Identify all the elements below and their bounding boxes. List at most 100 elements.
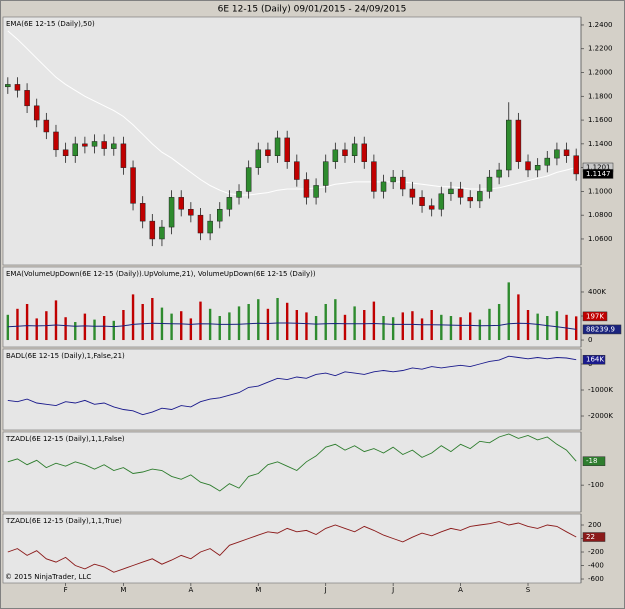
candle-body <box>188 208 194 216</box>
value-badge-label: -18 <box>586 457 597 465</box>
candle-body <box>168 197 175 228</box>
volume-bar <box>574 316 578 341</box>
volume-bar <box>131 294 135 341</box>
volume-bar <box>526 310 530 341</box>
volume-bar <box>565 314 568 341</box>
candle-body <box>322 161 329 186</box>
candle-body <box>14 84 21 91</box>
volume-bar <box>314 316 318 341</box>
panel-background <box>2 431 582 513</box>
volume-bar <box>35 318 38 341</box>
candle-body <box>72 143 78 156</box>
indicator-line <box>7 521 577 573</box>
candle-body <box>428 205 435 210</box>
candle-body <box>33 105 40 121</box>
volume-bar <box>122 310 125 341</box>
volume-bar <box>16 308 19 341</box>
value-badge-label: 164K <box>586 356 604 364</box>
y-tick-label: 1.1400 <box>588 140 613 148</box>
value-badge <box>582 532 606 542</box>
value-badge-label: 197K <box>586 312 604 320</box>
volume-bar <box>276 297 279 341</box>
candle-body <box>149 220 156 240</box>
panel-label: TZADL(6E 12-15 (Daily),1,1,False) <box>5 435 125 443</box>
panel-background <box>2 513 582 584</box>
x-tick-label: A <box>188 586 193 594</box>
volume-bar <box>112 320 115 341</box>
candle-body <box>563 149 570 156</box>
candle-body <box>313 185 319 198</box>
candle-body <box>101 141 107 149</box>
volume-bar <box>237 306 241 341</box>
volume-bar <box>305 312 308 341</box>
candle-body <box>236 191 242 198</box>
panel-label: TZADL(6E 12-15 (Daily),1,1,True) <box>5 517 122 525</box>
candle-body <box>274 137 281 156</box>
candle-body <box>380 181 387 192</box>
panel-background <box>2 266 582 348</box>
y-tick-label: 1.2400 <box>588 21 613 29</box>
candle-body <box>197 214 204 234</box>
volume-bar <box>218 316 221 341</box>
volume-bar <box>102 316 106 341</box>
candle-body <box>573 155 579 175</box>
volume-bar <box>266 308 270 341</box>
y-tick-label: -100 <box>588 481 604 489</box>
candle-body <box>24 90 30 107</box>
volume-bar <box>363 310 366 341</box>
candle-body <box>486 176 493 192</box>
volume-bar <box>295 310 299 341</box>
candle-body <box>419 197 425 206</box>
volume-bar <box>25 303 29 341</box>
candle-body <box>457 188 464 198</box>
x-tick-label: M <box>255 586 261 594</box>
volume-bar <box>324 303 327 341</box>
indicator-line <box>7 355 577 416</box>
candle-body <box>139 203 146 222</box>
panel-background <box>2 16 582 266</box>
y-tick-label: 400K <box>588 288 606 296</box>
candle-body <box>515 119 522 162</box>
candle-body <box>525 161 531 171</box>
volume-bar <box>546 316 549 341</box>
volume-bar <box>411 311 414 341</box>
copyright: © 2015 NinjaTrader, LLC <box>5 573 91 581</box>
y-tick-label: 200 <box>588 521 601 529</box>
volume-bar <box>334 299 337 341</box>
y-tick-label: -2000K <box>588 412 613 420</box>
x-tick-label: M <box>120 586 126 594</box>
volume-bar <box>459 317 462 341</box>
value-badge <box>582 456 606 466</box>
volume-bar <box>141 303 144 341</box>
candle-body <box>91 141 98 147</box>
volume-bar <box>555 311 559 341</box>
volume-bar <box>469 312 472 341</box>
y-tick-label: 1.1800 <box>588 92 613 100</box>
candle-body <box>371 161 377 192</box>
y-tick-label: 1.2200 <box>588 45 613 53</box>
volume-bar <box>440 314 443 341</box>
volume-bar <box>382 316 385 341</box>
panel-label: BADL(6E 12-15 (Daily),1,False,21) <box>6 352 125 360</box>
candle-body <box>207 220 213 234</box>
volume-bar <box>208 308 212 341</box>
candle-body <box>554 149 560 159</box>
candle-body <box>120 143 127 168</box>
volume-bar <box>343 314 347 341</box>
candle-body <box>496 169 502 178</box>
volume-bar <box>199 301 202 341</box>
y-tick-label: -1000K <box>588 386 613 394</box>
candle-body <box>400 176 406 190</box>
volume-bar <box>536 313 539 341</box>
y-tick-label: 1.1600 <box>588 116 613 124</box>
x-tick-label: J <box>391 586 394 594</box>
candle-body <box>506 119 512 171</box>
panel-label: EMA(VolumeUpDown(6E 12-15 (Daily)).UpVol… <box>6 270 316 278</box>
volume-bar <box>83 313 87 341</box>
volume-bar <box>285 302 289 341</box>
value-badge <box>582 354 606 365</box>
panel-label: EMA(6E 12-15 (Daily),50) <box>6 20 95 28</box>
candle-body <box>111 143 117 149</box>
volume-bar <box>517 294 520 341</box>
